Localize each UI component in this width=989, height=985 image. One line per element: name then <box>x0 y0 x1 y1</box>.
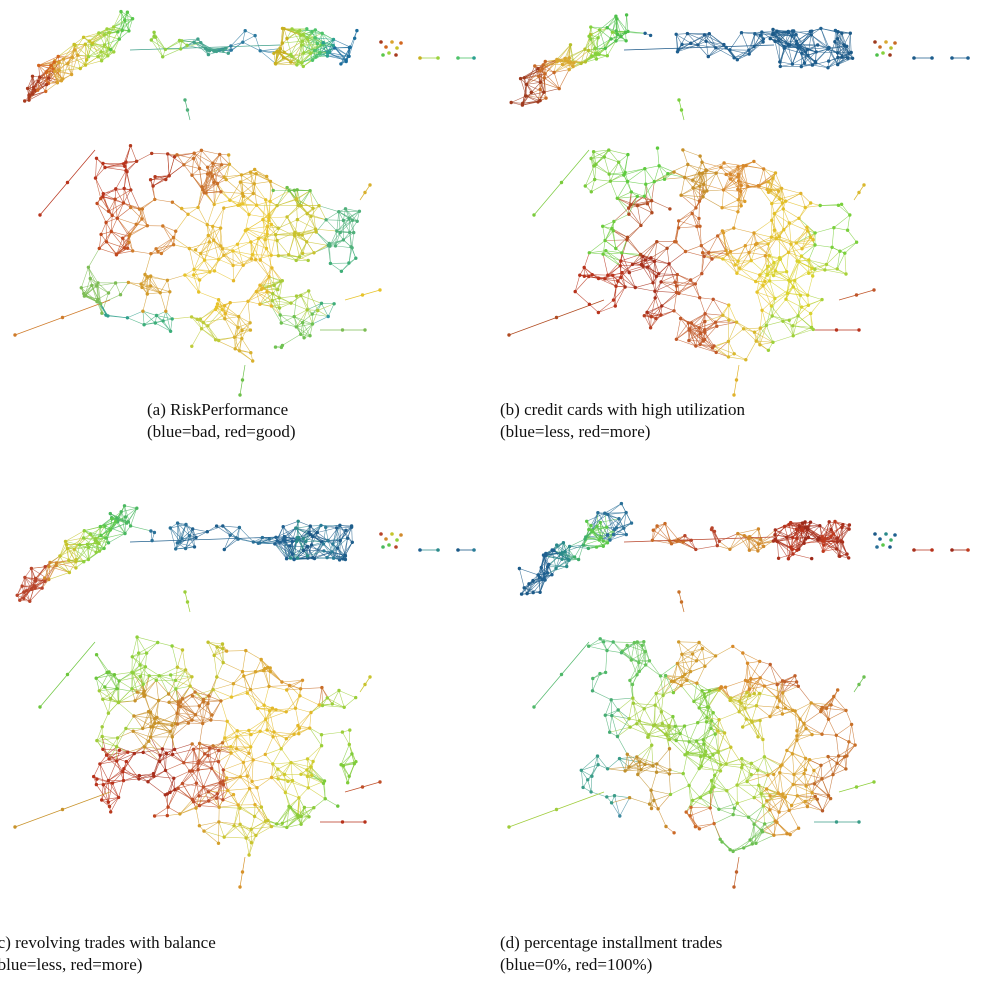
caption-legend: (blue=0%, red=100%) <box>500 955 653 974</box>
caption: (b) credit cards with high utilization (… <box>500 399 745 443</box>
network-graph <box>13 9 476 397</box>
network-graph <box>13 504 476 889</box>
caption: (d) percentage installment trades (blue=… <box>500 932 722 976</box>
panel-d: (d) percentage installment trades (blue=… <box>494 492 988 984</box>
nodes <box>13 9 476 397</box>
nodes <box>13 504 476 889</box>
caption: (c) revolving trades with balance (blue=… <box>0 932 216 976</box>
edges <box>508 14 968 396</box>
panel-b: (b) credit cards with high utilization (… <box>494 0 988 492</box>
caption-title: (c) revolving trades with balance <box>0 933 216 952</box>
caption-title: (b) credit cards with high utilization <box>500 400 746 419</box>
caption-legend: (blue=bad, red=good) <box>147 422 296 441</box>
network-graph <box>507 501 970 889</box>
panel-c: (c) revolving trades with balance (blue=… <box>0 492 494 984</box>
network-graph <box>507 13 970 397</box>
nodes <box>507 13 970 397</box>
edges <box>508 503 968 888</box>
nodes <box>507 501 970 889</box>
caption-legend: (blue=less, red=more) <box>500 422 651 441</box>
caption-title: (d) percentage installment trades <box>500 933 723 952</box>
panel-a: (a) RiskPerformance (blue=bad, red=good) <box>0 0 494 492</box>
caption-legend: (blue=less, red=more) <box>0 955 143 974</box>
caption: (a) RiskPerformance (blue=bad, red=good) <box>147 399 296 443</box>
caption-title: (a) RiskPerformance <box>147 400 289 419</box>
